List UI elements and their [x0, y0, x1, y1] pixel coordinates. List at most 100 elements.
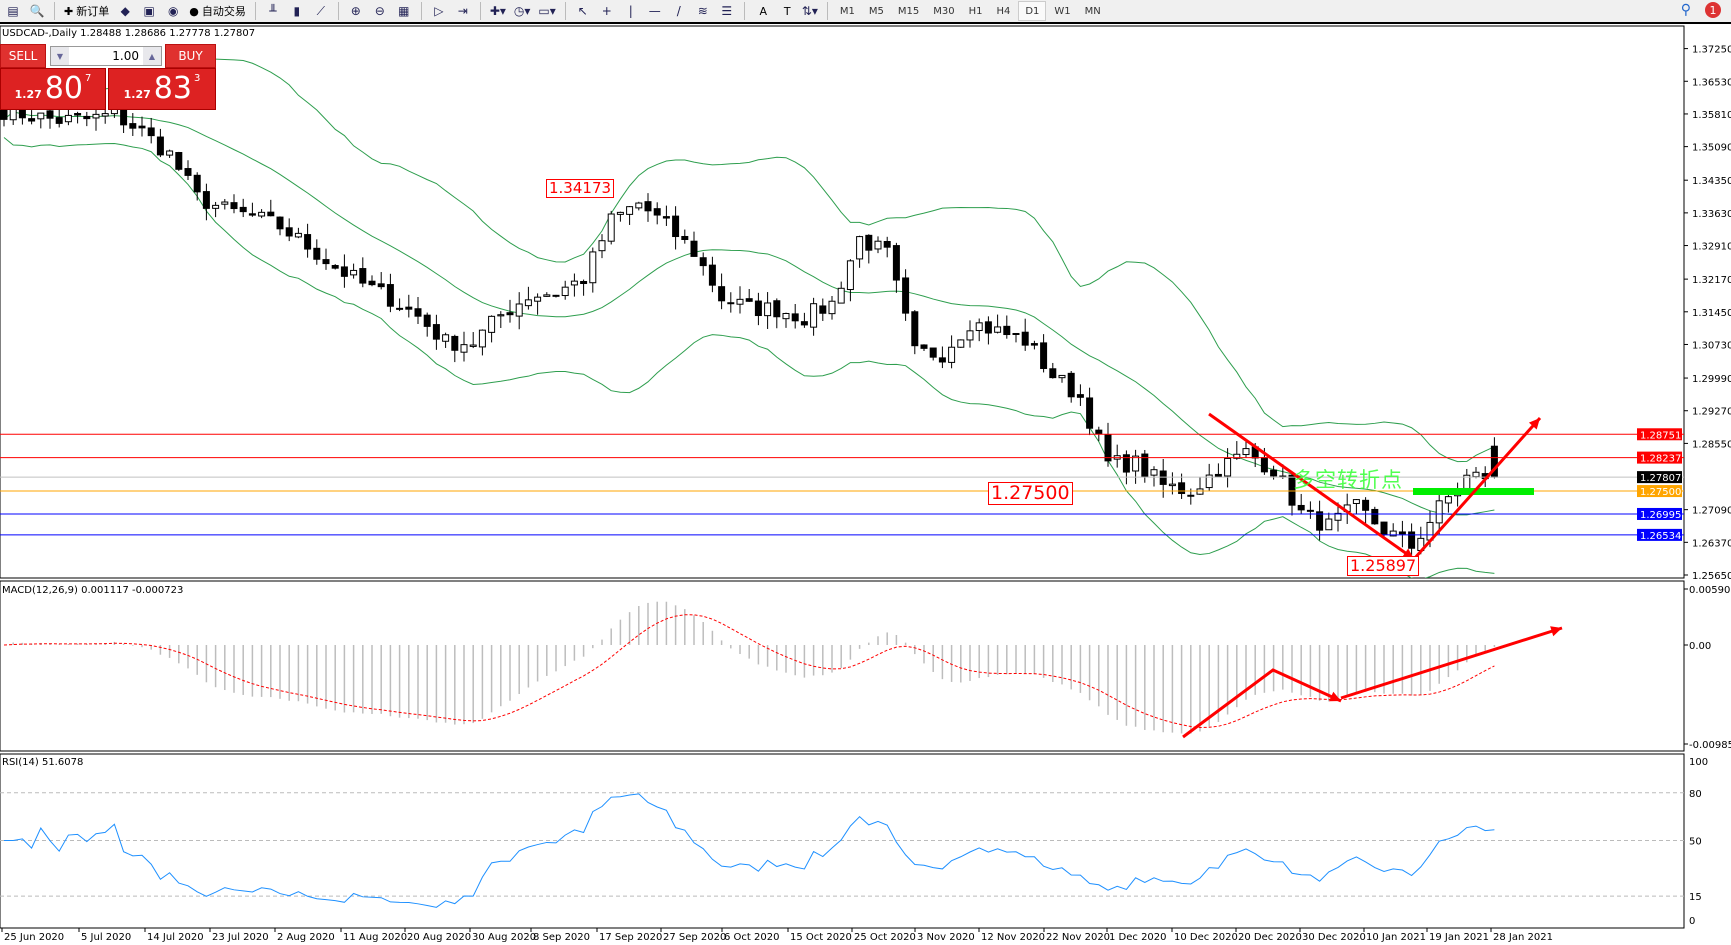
- timeframe-m5[interactable]: M5: [868, 5, 884, 17]
- indicators-button[interactable]: ✚▾: [487, 1, 509, 21]
- candle-bear: [0, 109, 8, 120]
- date-label: 28 Jan 2021: [1493, 932, 1553, 943]
- macd-arrow-1: [1182, 668, 1342, 739]
- price-level-label: 1.26534: [1640, 531, 1681, 542]
- periods-button[interactable]: ◷▾: [511, 1, 534, 21]
- date-label: 8 Sep 2020: [533, 932, 590, 943]
- timeframe-m1[interactable]: M1: [839, 5, 855, 17]
- candle-bull: [828, 300, 836, 315]
- annotation-low[interactable]: 1.25897: [1347, 556, 1420, 576]
- annotation-high[interactable]: 1.34173: [546, 179, 615, 198]
- candle-bull: [1242, 448, 1250, 456]
- candle-bull: [534, 296, 542, 302]
- tile-windows-button[interactable]: ▦: [393, 1, 415, 21]
- candle-bull: [442, 334, 450, 342]
- rsi-tick-label: 100: [1689, 757, 1708, 768]
- bar-chart-button[interactable]: ╨: [262, 1, 284, 21]
- lot-size-input[interactable]: 1.00: [112, 49, 139, 63]
- autoscroll-button[interactable]: ⇥: [452, 1, 474, 21]
- candle-bear: [304, 234, 312, 250]
- price-level-tag: [1637, 507, 1682, 520]
- vertical-line-button[interactable]: |: [620, 1, 642, 21]
- candle-bull: [837, 287, 845, 304]
- candlestick-button[interactable]: ▮: [286, 1, 308, 21]
- history-icon: ◆: [120, 4, 130, 18]
- price-level-tag: [1637, 428, 1682, 441]
- zoom-in-button[interactable]: ⊕: [345, 1, 367, 21]
- timeframe-mn[interactable]: MN: [1084, 5, 1101, 17]
- price-level-label: 1.28237: [1640, 454, 1681, 465]
- bid-price-big: 80: [44, 71, 83, 106]
- price-tick-label: 1.25650: [1692, 571, 1731, 582]
- toolbar-separator: [564, 2, 566, 20]
- new-order-button[interactable]: ✚ 新订单: [61, 1, 112, 21]
- candles-group: [0, 58, 1498, 578]
- market-watch-button[interactable]: ▣: [138, 1, 160, 21]
- text-button[interactable]: A: [751, 1, 773, 21]
- chart-shift-button[interactable]: ▷: [428, 1, 450, 21]
- templates-button[interactable]: ▭▾: [535, 1, 558, 21]
- candle-bear: [1076, 394, 1084, 398]
- one-click-trading-panel: SELL ▼ 1.00 ▲ BUY 1.27 80 7 1.27 83 3: [0, 44, 216, 110]
- bid-price[interactable]: 1.27 80 7: [0, 68, 106, 110]
- timeframe-d1[interactable]: D1: [1018, 1, 1047, 21]
- candle-bear: [377, 283, 385, 288]
- buy-button[interactable]: BUY: [165, 44, 216, 68]
- date-label: 27 Sep 2020: [663, 932, 726, 943]
- candle-bear: [74, 113, 82, 116]
- signals-button[interactable]: ◉: [162, 1, 184, 21]
- candle-bull: [1132, 455, 1140, 472]
- macd-signal-line: [3, 614, 1495, 728]
- horizontal-line-button[interactable]: —: [644, 1, 666, 21]
- fibonacci-button[interactable]: ≋: [692, 1, 714, 21]
- date-label: 25 Jun 2020: [4, 932, 64, 943]
- history-button[interactable]: ◆: [114, 1, 136, 21]
- sell-button[interactable]: SELL: [0, 44, 46, 68]
- timeframe-m15[interactable]: M15: [897, 5, 920, 17]
- decrease-lot-icon[interactable]: ▼: [51, 47, 69, 65]
- date-label: 1 Dec 2020: [1109, 932, 1167, 943]
- timeframe-h1[interactable]: H1: [968, 5, 983, 17]
- text-label-button[interactable]: T: [775, 1, 797, 21]
- candle-bull: [294, 232, 302, 238]
- zoom-window-button[interactable]: 🔍: [26, 1, 48, 21]
- notifications-badge[interactable]: 1: [1705, 2, 1721, 18]
- timeframe-h4[interactable]: H4: [996, 5, 1011, 17]
- new-chart-button[interactable]: ▤: [2, 1, 24, 21]
- candle-bull: [589, 251, 597, 284]
- candle-bull: [92, 113, 100, 119]
- candle-bear: [322, 259, 330, 265]
- auto-trading-button[interactable]: ● 自动交易: [186, 1, 249, 21]
- price-tick-label: 1.30730: [1692, 340, 1731, 351]
- candle-bear: [368, 280, 376, 286]
- market-watch-icon: ▣: [143, 4, 155, 18]
- date-label: 5 Jul 2020: [81, 932, 131, 943]
- candle-bear: [1122, 454, 1130, 473]
- date-label: 20 Dec 2020: [1238, 932, 1302, 943]
- candle-bull: [543, 294, 551, 297]
- crosshair-button[interactable]: +: [596, 1, 618, 21]
- candle-bear: [1398, 531, 1406, 535]
- increase-lot-icon[interactable]: ▲: [143, 47, 161, 65]
- toolbar-separator: [254, 2, 256, 20]
- arrows-button[interactable]: ⇅▾: [799, 1, 821, 21]
- candle-bull: [1196, 488, 1204, 495]
- zoom-out-button[interactable]: ⊖: [369, 1, 391, 21]
- timeframe-m30[interactable]: M30: [933, 5, 955, 17]
- ask-price[interactable]: 1.27 83 3: [108, 68, 216, 110]
- cursor-button[interactable]: ↖: [572, 1, 594, 21]
- trendline-button[interactable]: /: [668, 1, 690, 21]
- lot-size-stepper[interactable]: ▼ 1.00 ▲: [50, 46, 162, 66]
- fibonacci-fan-button[interactable]: ☰: [716, 1, 738, 21]
- date-label: 14 Jul 2020: [147, 932, 204, 943]
- annotation-support[interactable]: 1.27500: [988, 482, 1073, 505]
- date-label: 22 Nov 2020: [1046, 932, 1110, 943]
- date-label: 20 Aug 2020: [407, 932, 471, 943]
- line-chart-button[interactable]: ⟋: [310, 1, 332, 21]
- annotation-turn-point[interactable]: 多空转折点: [1293, 468, 1403, 492]
- candle-bear: [193, 174, 201, 193]
- search-icon[interactable]: ⚲: [1680, 2, 1691, 18]
- timeframe-w1[interactable]: W1: [1054, 5, 1071, 17]
